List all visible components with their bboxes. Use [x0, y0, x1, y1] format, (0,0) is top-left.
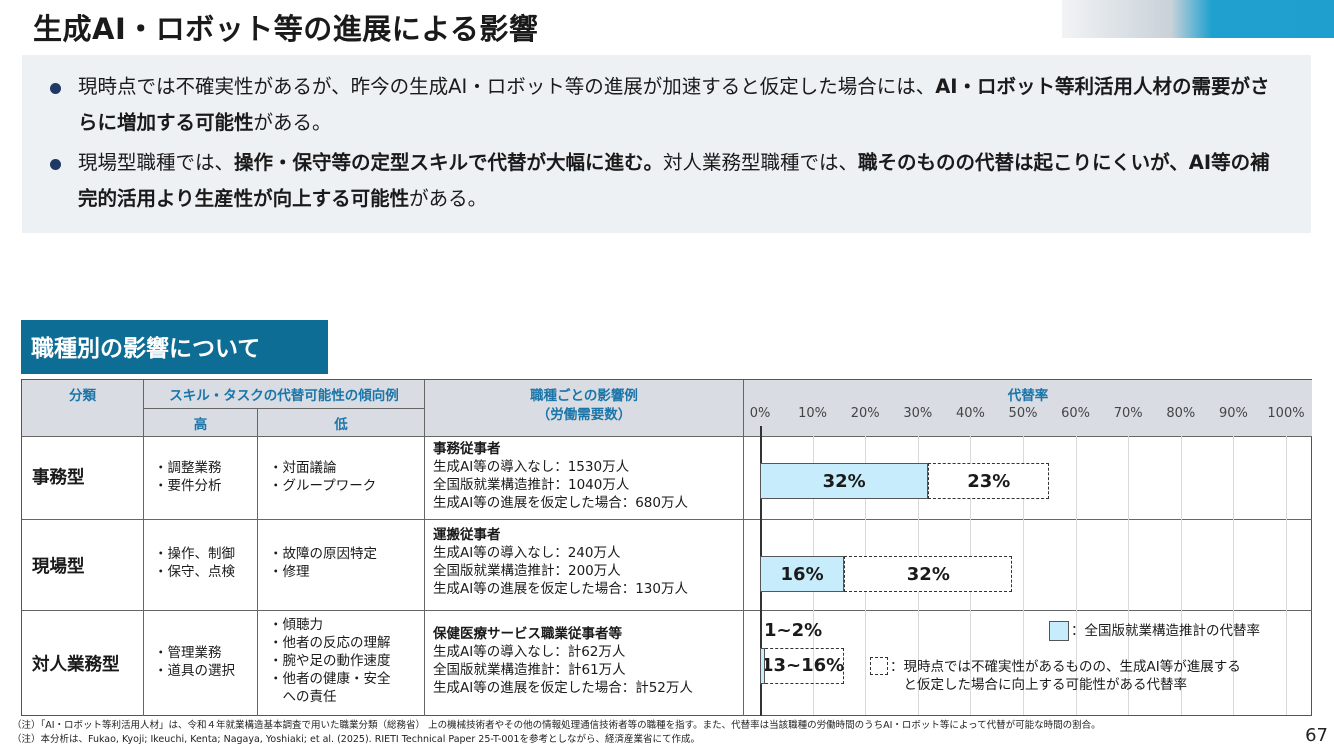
bullet2-text-c: 対人業務型職種では、 [663, 151, 859, 174]
field-low: ・故障の原因特定 ・修理 [269, 546, 377, 580]
field-job: 運搬従事者 [433, 527, 501, 543]
gridline [1180, 436, 1182, 715]
summary-box: 現時点では不確実性があるが、昨今の生成AI・ロボット等の進展が加速すると仮定した… [22, 55, 1311, 233]
field-lines: 生成AI等の導入なし：240万人 全国版就業構造推計：200万人 生成AI等の進… [433, 545, 688, 597]
axis-tick: 10% [798, 406, 828, 421]
office-high: ・調整業務 ・要件分析 [154, 460, 222, 494]
bar-label-solid: 1~2% [764, 620, 823, 641]
gridline [1233, 436, 1235, 715]
bar-solid: 16% [760, 556, 845, 592]
bullet1-text-bold: AI・ロボット等利活用人材の需要がさらに増加する可能性 [78, 75, 1270, 134]
gridline [1286, 436, 1287, 715]
legend-solid-label: ：全国版就業構造推計の代替率 [1071, 623, 1260, 639]
axis-tick: 20% [850, 406, 880, 421]
bullet1-text-c: がある。 [253, 111, 332, 134]
page-title: 生成AI・ロボット等の進展による影響 [33, 12, 539, 46]
interpersonal-low: ・傾聴力 ・他者の反応の理解 ・腕や足の動作速度 ・他者の健康・安全 への責任 [269, 617, 391, 705]
interpersonal-lines: 生成AI等の導入なし：計62万人 全国版就業構造推計：計61万人 生成AI等の進… [433, 644, 693, 696]
bar-label-dashed: 13~16% [761, 655, 845, 676]
legend-dash-swatch [870, 657, 888, 675]
header-category: 分類 [22, 380, 143, 436]
footnote-2: （注）本分析は、Fukao, Kyoji; Ikeuchi, Kenta; Na… [12, 734, 700, 745]
category-office: 事務型 [32, 468, 85, 488]
office-lines: 生成AI等の導入なし：1530万人 全国版就業構造推計：1040万人 生成AI等… [433, 459, 688, 511]
bar-dashed: 32% [844, 556, 1013, 592]
header-decoration [1062, 0, 1334, 38]
office-low: ・対面議論 ・グループワーク [269, 460, 377, 494]
bullet1-text-a: 現時点では不確実性があるが、昨今の生成AI・ロボット等の進展が加速すると仮定した… [78, 75, 936, 98]
axis-tick: 80% [1166, 406, 1196, 421]
bullet2-text-bold-1: 操作・保守等の定型スキルで代替が大幅に進む。 [234, 151, 664, 174]
axis-tick: 40% [955, 406, 985, 421]
axis-tick: 100% [1267, 406, 1305, 421]
bullet2-text-bold-2: 職そのものの代替は起こりにくいが、AI等の補完的活用より生産性が向上する可能性 [78, 151, 1270, 210]
axis-tick: 90% [1218, 406, 1248, 421]
office-job: 事務従事者 [433, 441, 501, 457]
header-high: 高 [144, 409, 257, 436]
bar-dashed: 23% [928, 463, 1050, 499]
gridline [1128, 436, 1130, 715]
interpersonal-job: 保健医療サービス職業従事者等 [433, 626, 622, 642]
impact-table: 分類 スキル・タスクの代替可能性の傾向例 高 低 職種ごとの影響例 （労働需要数… [21, 379, 1312, 716]
header-low: 低 [258, 409, 424, 436]
footnote-1: （注）「AI・ロボット等利活用人材」は、令和４年就業構造基本調査で用いた職業分類… [12, 720, 1101, 731]
bar-dashed [760, 648, 845, 684]
header-rate: 代替率 [744, 380, 1312, 436]
axis-tick: 50% [1008, 406, 1038, 421]
header-skill: スキル・タスクの代替可能性の傾向例 [144, 380, 424, 408]
header-impact: 職種ごとの影響例 （労働需要数） [425, 380, 743, 436]
summary-bullet-2: 現場型職種では、操作・保守等の定型スキルで代替が大幅に進む。対人業務型職種では、… [50, 145, 1280, 217]
gridline [1023, 436, 1024, 715]
gridline [1075, 436, 1077, 715]
section-title: 職種別の影響について [21, 320, 328, 374]
summary-bullet-1: 現時点では不確実性があるが、昨今の生成AI・ロボット等の進展が加速すると仮定した… [50, 69, 1280, 141]
bar-solid [760, 648, 766, 684]
axis-tick: 0% [749, 406, 771, 421]
bullet2-text-e: がある。 [409, 187, 488, 210]
axis-tick: 60% [1061, 406, 1091, 421]
page-number: 67 [1305, 725, 1328, 746]
legend-dash-label: ：現時点では不確実性があるものの、生成AI等が進展する と仮定した場合に向上する… [890, 659, 1241, 693]
legend-solid-swatch [1049, 621, 1069, 641]
category-field: 現場型 [32, 557, 85, 577]
axis-tick: 30% [903, 406, 933, 421]
field-high: ・操作、制御 ・保守、点検 [154, 546, 235, 580]
category-interpersonal: 対人業務型 [32, 655, 120, 675]
bar-solid: 32% [760, 463, 929, 499]
bullet2-text-a: 現場型職種では、 [78, 151, 235, 174]
axis-tick: 70% [1113, 406, 1143, 421]
interpersonal-high: ・管理業務 ・道具の選択 [154, 645, 235, 679]
